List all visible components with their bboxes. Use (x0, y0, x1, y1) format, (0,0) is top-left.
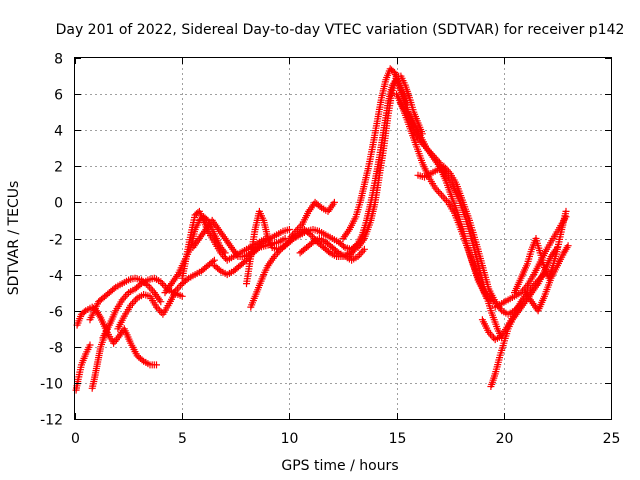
data-point (438, 191, 446, 199)
data-point (285, 226, 293, 233)
y-tick-label: 8 (54, 52, 63, 68)
data-point (434, 188, 442, 196)
data-point (356, 251, 364, 259)
x-tick-labels: 0 5 10 15 20 25 (71, 431, 620, 447)
data-point (209, 258, 217, 265)
data-point (130, 298, 138, 306)
series-track-26 (521, 242, 572, 315)
data-point (110, 285, 118, 293)
data-point (146, 283, 153, 291)
data-point (274, 249, 282, 257)
x-tick-label: 5 (178, 431, 187, 447)
x-axis-label: GPS time / hours (281, 458, 398, 474)
data-point (330, 198, 338, 206)
data-marks (72, 65, 572, 394)
data-point (136, 281, 144, 289)
y-tick-labels: -12 -10 -8 -6 -4 -2 0 2 4 6 8 (40, 52, 63, 429)
data-point (357, 249, 365, 257)
y-tick-label: 2 (54, 160, 63, 176)
x-tick-label: 25 (603, 431, 621, 447)
data-point (86, 341, 94, 349)
series-track-01 (73, 303, 160, 369)
data-point (316, 203, 324, 210)
x-tick-label: 20 (496, 431, 514, 447)
x-tick-label: 15 (389, 431, 407, 447)
series-track-05 (99, 274, 186, 342)
y-tick-label: 0 (54, 196, 63, 212)
data-point (441, 195, 449, 203)
y-tick-label: -12 (40, 413, 63, 429)
series-track-15 (339, 65, 411, 242)
y-axis-label: SDTVAR / TECUs (6, 181, 22, 296)
data-point (562, 207, 570, 215)
data-point (153, 361, 160, 369)
y-tick-label: -4 (49, 269, 63, 285)
chart-title: Day 201 of 2022, Sidereal Day-to-day VTE… (56, 22, 625, 38)
y-tick-label: -2 (49, 233, 63, 249)
y-tick-label: -6 (49, 305, 63, 321)
data-point (175, 283, 183, 291)
data-point (325, 248, 332, 256)
data-point (183, 276, 191, 284)
x-tick-label: 10 (281, 431, 299, 447)
series-track-04 (86, 274, 165, 324)
series-track-12 (247, 226, 362, 311)
data-point (215, 266, 223, 274)
data-point (360, 245, 368, 253)
data-point (138, 356, 146, 364)
x-tick-label: 0 (71, 431, 80, 447)
data-point (157, 298, 165, 306)
data-point (359, 247, 367, 255)
data-point (178, 292, 186, 300)
data-point (307, 240, 315, 247)
plot-frame (74, 57, 612, 420)
data-point (156, 307, 164, 315)
data-point (439, 193, 447, 201)
data-point (333, 248, 341, 256)
series-track-23 (487, 244, 561, 390)
y-tick-label: -10 (40, 377, 63, 393)
series-track-06 (114, 256, 218, 333)
y-tick-label: 6 (54, 88, 63, 104)
data-point (177, 281, 185, 289)
series-track-25 (511, 207, 570, 297)
y-tick-label: -8 (49, 341, 63, 357)
series-track-17 (354, 72, 426, 251)
series-track-13 (285, 198, 338, 242)
axis-ticks (75, 58, 612, 420)
data-point (80, 308, 88, 316)
data-point (121, 292, 129, 300)
data-point (436, 189, 444, 197)
data-point (147, 285, 155, 293)
series-track-10 (210, 235, 289, 279)
data-point (340, 242, 347, 250)
y-tick-label: 4 (54, 124, 63, 140)
data-point (564, 242, 572, 250)
